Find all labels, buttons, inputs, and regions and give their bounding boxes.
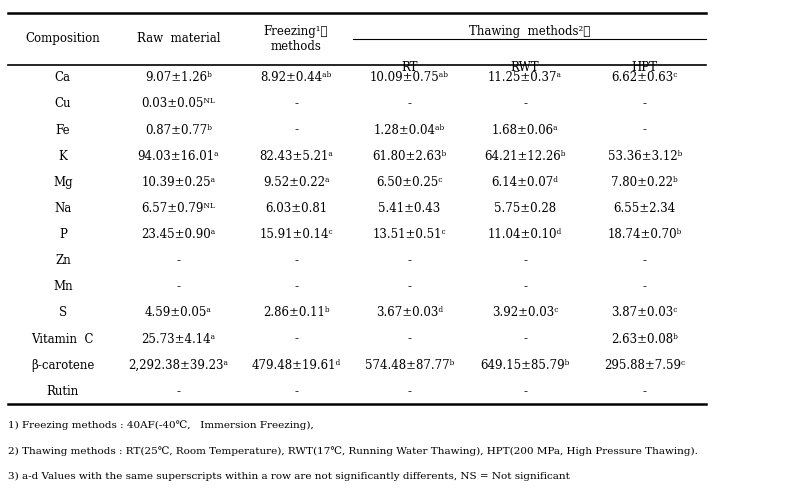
Text: 4.59±0.05ᵃ: 4.59±0.05ᵃ: [145, 306, 212, 320]
Text: -: -: [643, 98, 646, 110]
Text: Thawing  methods²⧏: Thawing methods²⧏: [469, 25, 590, 38]
Text: 574.48±87.77ᵇ: 574.48±87.77ᵇ: [365, 358, 454, 372]
Text: Ca: Ca: [55, 72, 71, 85]
Text: 82.43±5.21ᵃ: 82.43±5.21ᵃ: [259, 150, 333, 162]
Text: Zn: Zn: [55, 254, 71, 267]
Text: 2) Thawing methods : RT(25℃, Room Temperature), RWT(17℃, Running Water Thawing),: 2) Thawing methods : RT(25℃, Room Temper…: [8, 446, 698, 456]
Text: 5.75±0.28: 5.75±0.28: [494, 202, 556, 215]
Text: 9.52±0.22ᵃ: 9.52±0.22ᵃ: [263, 176, 329, 189]
Text: Mn: Mn: [53, 280, 73, 293]
Text: 25.73±4.14ᵃ: 25.73±4.14ᵃ: [141, 332, 216, 345]
Text: -: -: [294, 332, 298, 345]
Text: -: -: [408, 385, 411, 398]
Text: 2,292.38±39.23ᵃ: 2,292.38±39.23ᵃ: [128, 358, 229, 372]
Text: 61.80±2.63ᵇ: 61.80±2.63ᵇ: [372, 150, 447, 162]
Text: 6.03±0.81: 6.03±0.81: [265, 202, 327, 215]
Text: Rutin: Rutin: [47, 385, 79, 398]
Text: -: -: [408, 254, 411, 267]
Text: 10.09±0.75ᵃᵇ: 10.09±0.75ᵃᵇ: [370, 72, 449, 85]
Text: 15.91±0.14ᶜ: 15.91±0.14ᶜ: [260, 228, 333, 241]
Text: 2.63±0.08ᵇ: 2.63±0.08ᵇ: [611, 332, 678, 345]
Text: 3.92±0.03ᶜ: 3.92±0.03ᶜ: [492, 306, 558, 320]
Text: 6.62±0.63ᶜ: 6.62±0.63ᶜ: [611, 72, 678, 85]
Text: -: -: [177, 280, 180, 293]
Text: 6.14±0.07ᵈ: 6.14±0.07ᵈ: [491, 176, 559, 189]
Text: -: -: [523, 254, 527, 267]
Text: 8.92±0.44ᵃᵇ: 8.92±0.44ᵃᵇ: [260, 72, 332, 85]
Text: β-carotene: β-carotene: [31, 358, 95, 372]
Text: 6.57±0.79ᴺᴸ: 6.57±0.79ᴺᴸ: [142, 202, 215, 215]
Text: -: -: [643, 280, 646, 293]
Text: 479.48±19.61ᵈ: 479.48±19.61ᵈ: [251, 358, 341, 372]
Text: Fe: Fe: [55, 124, 71, 136]
Text: -: -: [177, 254, 180, 267]
Text: Vitamin  C: Vitamin C: [32, 332, 94, 345]
Text: 6.55±2.34: 6.55±2.34: [614, 202, 676, 215]
Text: -: -: [294, 124, 298, 136]
Text: -: -: [523, 385, 527, 398]
Text: 10.39±0.25ᵃ: 10.39±0.25ᵃ: [141, 176, 216, 189]
Text: -: -: [177, 385, 180, 398]
Text: 11.25±0.37ᵃ: 11.25±0.37ᵃ: [488, 72, 562, 85]
Text: 3.67±0.03ᵈ: 3.67±0.03ᵈ: [376, 306, 443, 320]
Text: -: -: [294, 254, 298, 267]
Text: 11.04±0.10ᵈ: 11.04±0.10ᵈ: [488, 228, 562, 241]
Text: HPT: HPT: [632, 61, 658, 74]
Text: 1) Freezing methods : 40AF(-40℃,   Immersion Freezing),: 1) Freezing methods : 40AF(-40℃, Immersi…: [8, 420, 314, 430]
Text: -: -: [408, 280, 411, 293]
Text: P: P: [59, 228, 67, 241]
Text: RWT: RWT: [511, 61, 539, 74]
Text: -: -: [523, 280, 527, 293]
Text: -: -: [294, 385, 298, 398]
Text: 13.51±0.51ᶜ: 13.51±0.51ᶜ: [373, 228, 446, 241]
Text: -: -: [643, 254, 646, 267]
Text: 53.36±3.12ᵇ: 53.36±3.12ᵇ: [607, 150, 682, 162]
Text: Raw  material: Raw material: [137, 32, 220, 45]
Text: -: -: [643, 385, 646, 398]
Text: 23.45±0.90ᵃ: 23.45±0.90ᵃ: [141, 228, 216, 241]
Text: 295.88±7.59ᶜ: 295.88±7.59ᶜ: [604, 358, 685, 372]
Text: 6.50±0.25ᶜ: 6.50±0.25ᶜ: [376, 176, 443, 189]
Text: 0.03±0.05ᴺᴸ: 0.03±0.05ᴺᴸ: [142, 98, 215, 110]
Text: Freezing¹⧏
methods: Freezing¹⧏ methods: [264, 24, 328, 52]
Text: 1.28±0.04ᵃᵇ: 1.28±0.04ᵃᵇ: [374, 124, 445, 136]
Text: 18.74±0.70ᵇ: 18.74±0.70ᵇ: [607, 228, 682, 241]
Text: -: -: [408, 98, 411, 110]
Text: 5.41±0.43: 5.41±0.43: [379, 202, 440, 215]
Text: -: -: [408, 332, 411, 345]
Text: 1.68±0.06ᵃ: 1.68±0.06ᵃ: [491, 124, 559, 136]
Text: 64.21±12.26ᵇ: 64.21±12.26ᵇ: [484, 150, 566, 162]
Text: -: -: [294, 98, 298, 110]
Text: RT: RT: [401, 61, 418, 74]
Text: Cu: Cu: [54, 98, 71, 110]
Text: S: S: [58, 306, 67, 320]
Text: -: -: [643, 124, 646, 136]
Text: 2.86±0.11ᵇ: 2.86±0.11ᵇ: [263, 306, 329, 320]
Text: 3.87±0.03ᶜ: 3.87±0.03ᶜ: [611, 306, 678, 320]
Text: 0.87±0.77ᵇ: 0.87±0.77ᵇ: [145, 124, 212, 136]
Text: -: -: [523, 98, 527, 110]
Text: -: -: [294, 280, 298, 293]
Text: 649.15±85.79ᵇ: 649.15±85.79ᵇ: [480, 358, 570, 372]
Text: -: -: [523, 332, 527, 345]
Text: 94.03±16.01ᵃ: 94.03±16.01ᵃ: [138, 150, 219, 162]
Text: Composition: Composition: [25, 32, 101, 45]
Text: Mg: Mg: [53, 176, 73, 189]
Text: 3) a-d Values with the same superscripts within a row are not significantly diff: 3) a-d Values with the same superscripts…: [8, 472, 570, 481]
Text: K: K: [58, 150, 67, 162]
Text: 9.07±1.26ᵇ: 9.07±1.26ᵇ: [145, 72, 212, 85]
Text: 7.80±0.22ᵇ: 7.80±0.22ᵇ: [611, 176, 678, 189]
Text: Na: Na: [54, 202, 71, 215]
